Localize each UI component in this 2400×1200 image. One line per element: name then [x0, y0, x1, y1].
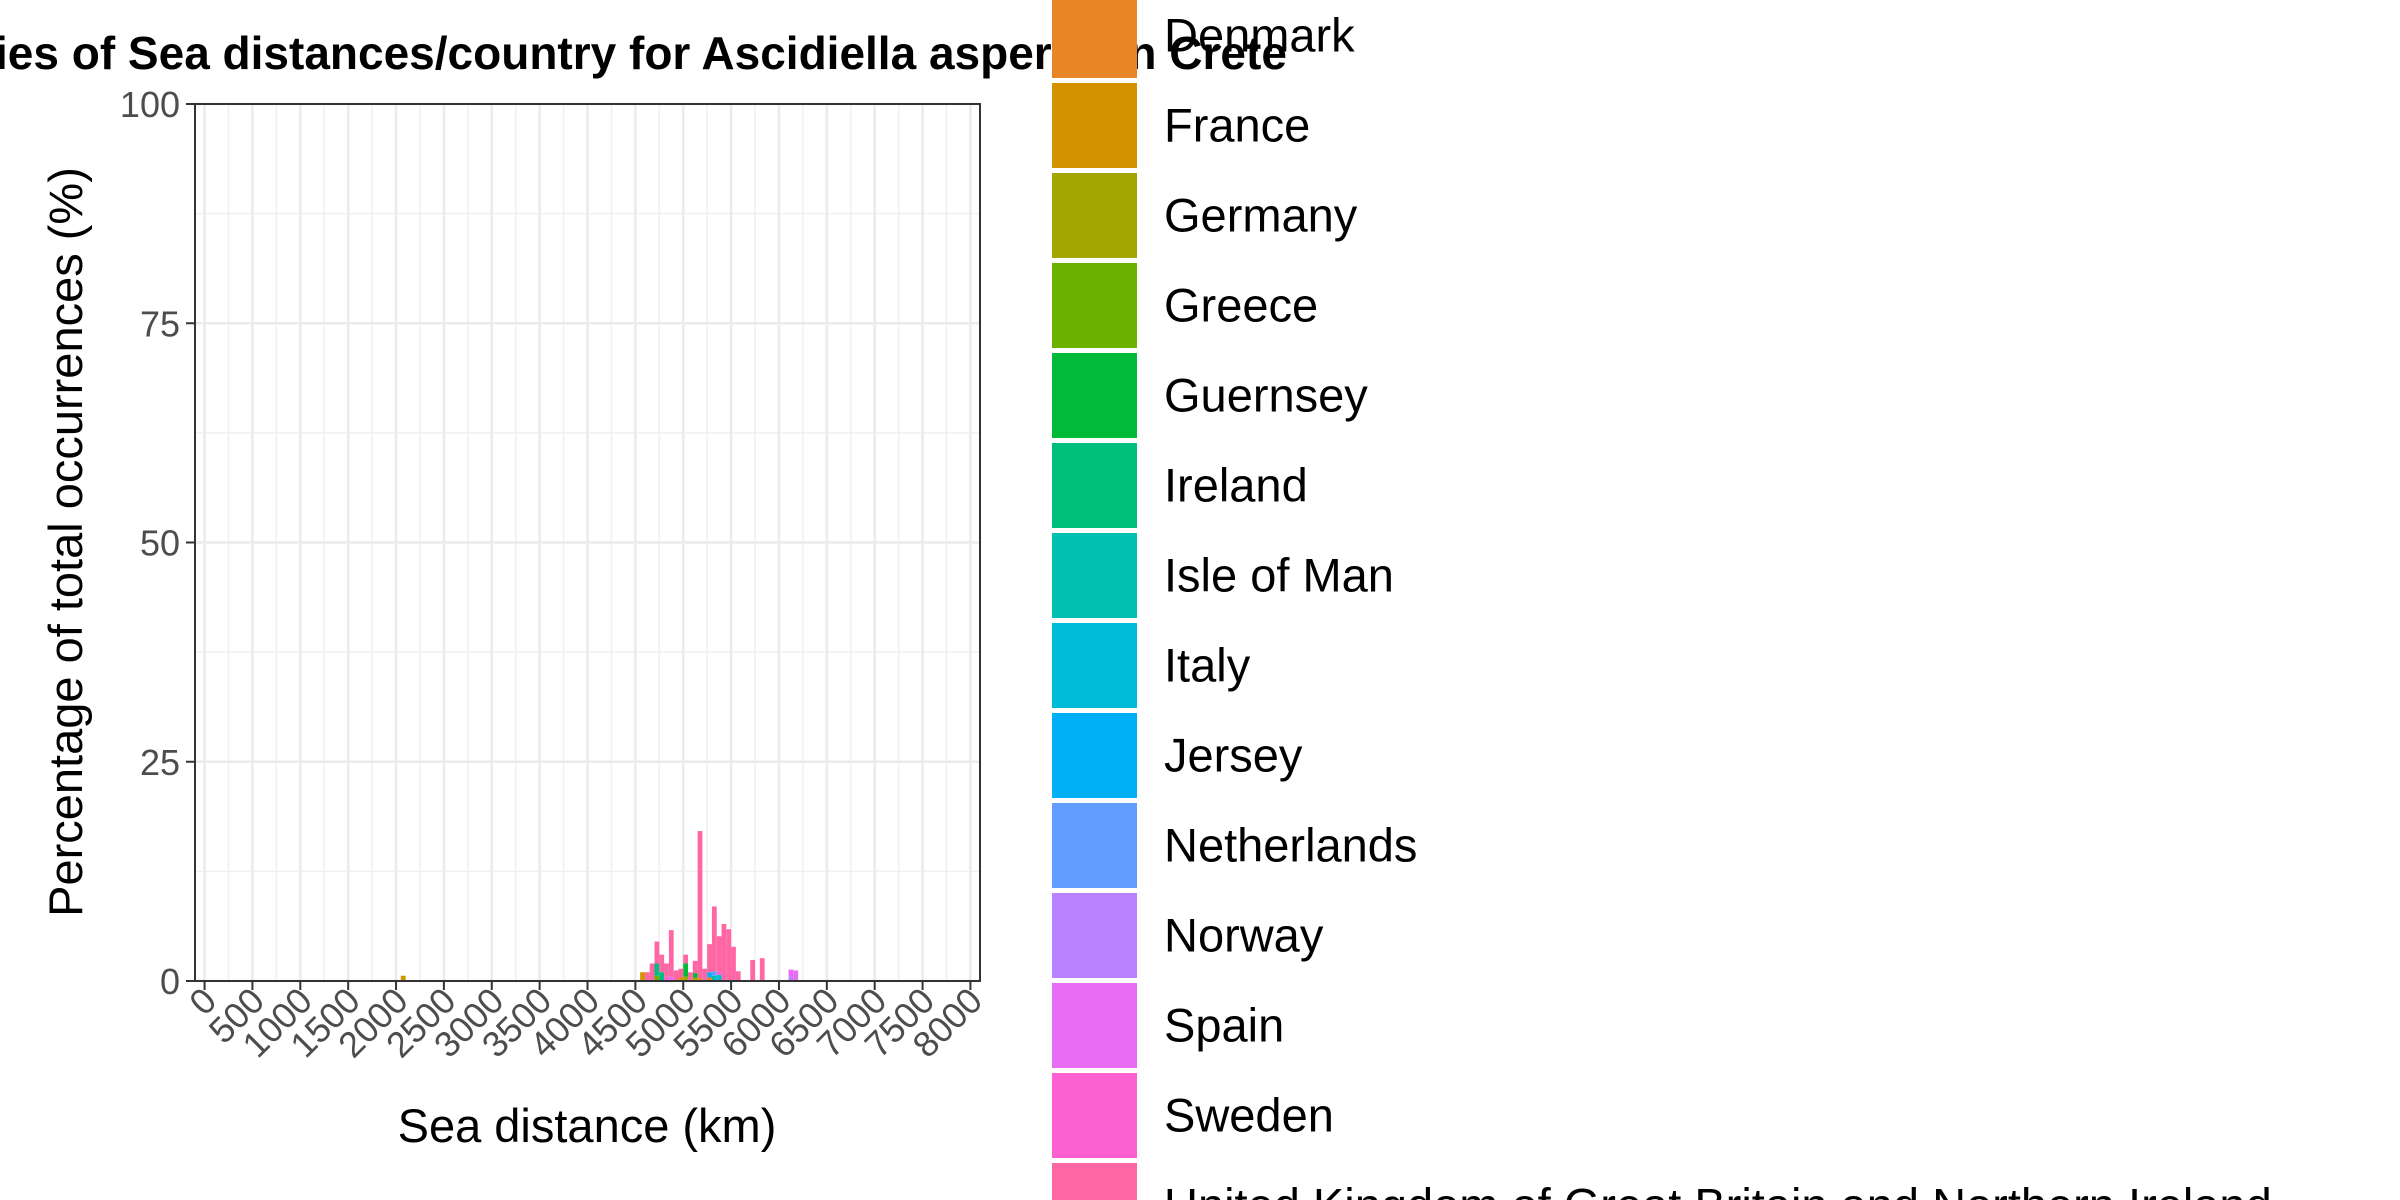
- bar-8-0: [707, 972, 712, 978]
- bars: [400, 831, 799, 981]
- bar-11-0: [668, 976, 674, 981]
- legend-label-7: Italy: [1164, 639, 1251, 692]
- bar-13-18: [731, 946, 736, 981]
- legend-key-1: [1052, 83, 1137, 168]
- bar-9-0: [711, 971, 717, 976]
- legend-key-8: [1052, 713, 1137, 798]
- axes: 0255075100050010001500200025003000350040…: [120, 84, 990, 1065]
- legend-label-8: Jersey: [1164, 729, 1303, 782]
- bar-13-10: [692, 960, 698, 974]
- legend-label-11: Spain: [1164, 999, 1284, 1052]
- bar-6-0: [711, 975, 717, 981]
- bar-13-14: [711, 906, 717, 972]
- legend-key-2: [1052, 173, 1137, 258]
- bar-13-4: [664, 963, 669, 977]
- bar-13-7: [678, 968, 684, 978]
- bar-13-17: [726, 929, 732, 981]
- legend-label-0: Denmark: [1164, 9, 1355, 62]
- y-tick-label-1: 25: [140, 742, 180, 783]
- bar-13-21: [759, 958, 765, 981]
- legend-key-0: [1052, 0, 1137, 78]
- bar-12-0: [664, 976, 669, 981]
- legend-key-4: [1052, 353, 1137, 438]
- legend-label-6: Isle of Man: [1164, 549, 1394, 602]
- bar-4-1: [692, 973, 698, 978]
- legend: Denmark France Germany Greece Guernsey Irelan…: [1052, 0, 2272, 1200]
- bar-4-0: [683, 963, 689, 977]
- legend-label-2: Germany: [1164, 189, 1358, 242]
- bar-13-2: [654, 941, 660, 964]
- legend-key-12: [1052, 1073, 1137, 1158]
- bar-1-3: [697, 978, 703, 981]
- bar-10-0: [788, 976, 794, 981]
- bar-2-0: [683, 976, 689, 981]
- bar-13-5: [668, 930, 674, 977]
- y-tick-label-2: 50: [140, 523, 180, 564]
- bar-13-20: [750, 959, 756, 981]
- legend-label-4: Guernsey: [1164, 369, 1368, 422]
- bar-13-16: [721, 923, 727, 981]
- legend-key-13: [1052, 1163, 1137, 1200]
- bar-13-19: [735, 971, 741, 981]
- bar-13-12: [702, 968, 708, 981]
- bar-2-1: [692, 977, 698, 981]
- y-tick-label-0: 0: [160, 961, 180, 1002]
- legend-label-13: United Kingdom of Great Britain and Nort…: [1164, 1179, 2272, 1200]
- bar-7-0: [716, 974, 722, 981]
- legend-label-5: Ireland: [1164, 459, 1308, 512]
- legend-key-10: [1052, 893, 1137, 978]
- bar-13-3: [659, 954, 665, 973]
- bar-13-13: [707, 944, 712, 973]
- bar-13-11: [697, 831, 703, 979]
- legend-label-9: Netherlands: [1164, 819, 1417, 872]
- bar-13-8: [683, 954, 689, 964]
- bar-12-1: [716, 971, 722, 975]
- bar-1-0: [400, 975, 406, 981]
- legend-label-10: Norway: [1164, 909, 1324, 962]
- legend-label-3: Greece: [1164, 279, 1318, 332]
- bar-13-1: [649, 963, 655, 981]
- y-tick-label-3: 75: [140, 303, 180, 344]
- bar-5-1: [659, 972, 665, 981]
- x-axis-title: Sea distance (km): [398, 1099, 777, 1152]
- legend-label-1: France: [1164, 99, 1310, 152]
- bar-5-0: [654, 963, 660, 976]
- bar-1-1: [640, 972, 645, 981]
- bar-1-2: [678, 977, 684, 981]
- bar-13-6: [673, 970, 679, 981]
- bar-13-9: [688, 972, 693, 981]
- legend-label-12: Sweden: [1164, 1089, 1334, 1142]
- legend-key-5: [1052, 443, 1137, 528]
- bar-13-0: [644, 972, 650, 981]
- legend-key-9: [1052, 803, 1137, 888]
- bar-11-2: [793, 970, 799, 981]
- y-tick-label-4: 100: [120, 84, 180, 125]
- bar-0-0: [707, 977, 712, 981]
- bar-3-0: [654, 975, 660, 981]
- y-axis-title: Percentage of total occurrences (%): [39, 167, 92, 917]
- legend-key-7: [1052, 623, 1137, 708]
- legend-key-11: [1052, 983, 1137, 1068]
- bar-13-15: [716, 936, 722, 972]
- legend-key-6: [1052, 533, 1137, 618]
- legend-key-3: [1052, 263, 1137, 348]
- bar-11-1: [788, 969, 794, 977]
